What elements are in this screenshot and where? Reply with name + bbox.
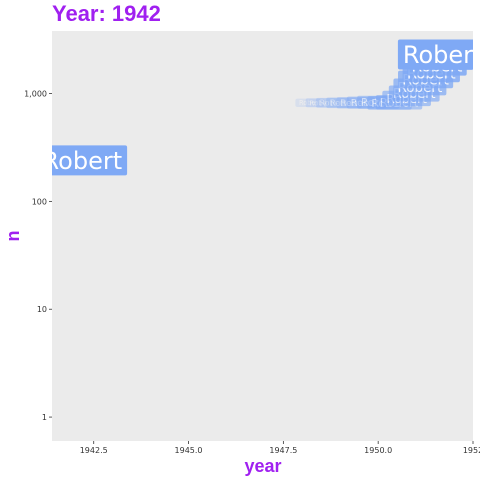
trail-label: Robert	[336, 97, 375, 109]
label-text: Robert	[320, 99, 346, 108]
label-text: Robert	[299, 99, 321, 107]
label-text: Robert	[309, 98, 333, 107]
trail-label: Robert	[295, 98, 325, 107]
x-tick-label: 1945.0	[175, 446, 203, 455]
trail-label: Robert	[326, 97, 362, 109]
label-text: Robert	[330, 99, 359, 109]
label-text: Robert	[403, 41, 480, 69]
x-tick-label: 1952	[463, 446, 480, 455]
y-tick-label: 1,000	[24, 90, 47, 99]
label-text: Robert	[351, 98, 383, 109]
label-box	[52, 145, 128, 176]
trail-label: Robert	[305, 98, 337, 108]
y-tick-label: 1	[42, 413, 47, 422]
label-box	[326, 97, 362, 109]
x-axis-title: year	[244, 456, 281, 476]
label-box	[305, 98, 337, 108]
label-text: Robert	[43, 147, 123, 175]
axis-ticks: 1 10 100 1,000 1942.5 1945.0 1947.5 1950.0 1952	[24, 90, 480, 455]
x-tick-label: 1947.5	[269, 446, 297, 455]
trail-label: Robert	[315, 97, 350, 108]
main-label: Robert	[43, 145, 128, 176]
x-tick-label: 1942.5	[80, 446, 108, 455]
label-box	[336, 97, 375, 109]
y-tick-label: 100	[32, 197, 47, 206]
label-box	[315, 97, 350, 108]
top-label: Robert	[397, 39, 480, 70]
y-tick-label: 10	[37, 305, 47, 314]
label-text: Robert	[340, 99, 371, 109]
label-box	[295, 98, 325, 107]
label-box	[397, 39, 473, 70]
chart-title: Year: 1942	[52, 1, 161, 26]
x-tick-label: 1950.0	[364, 446, 392, 455]
y-axis-title: n	[3, 231, 23, 242]
